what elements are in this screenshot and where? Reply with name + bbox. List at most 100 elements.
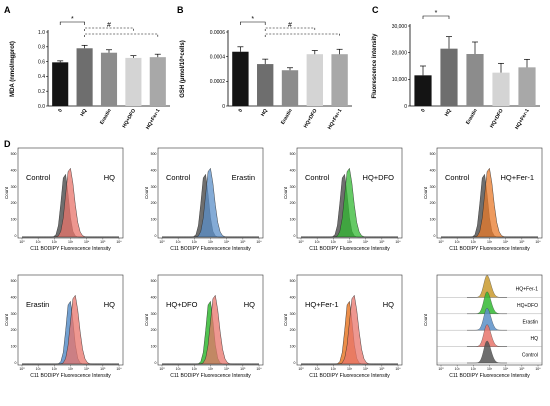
count-tick-label: 100 bbox=[290, 218, 296, 222]
x-tick-label: 10¹ bbox=[315, 240, 321, 244]
x-tick-label: 10⁵ bbox=[100, 240, 106, 244]
right-sample-label: HQ+DFO bbox=[363, 173, 395, 182]
x-tick-label: 10⁴ bbox=[84, 367, 90, 371]
right-sample-label: HQ bbox=[104, 300, 115, 309]
y-tick-label: 0 bbox=[404, 104, 407, 110]
x-tick-label: 10² bbox=[52, 240, 58, 244]
histogram-sample bbox=[441, 167, 538, 238]
x-tick-label: 10³ bbox=[208, 240, 214, 244]
bar bbox=[281, 70, 299, 106]
significance-marker: * bbox=[435, 10, 438, 17]
x-tick-label: 10³ bbox=[208, 367, 214, 371]
x-tick-label: 10² bbox=[192, 367, 198, 371]
x-tick-label: 10⁴ bbox=[363, 367, 369, 371]
category-label: HQ+Fer-1 bbox=[327, 108, 344, 131]
x-tick-label: 10⁰ bbox=[159, 367, 165, 371]
x-tick-label: 10¹ bbox=[315, 367, 321, 371]
y-tick-label: 0.0006 bbox=[210, 30, 226, 36]
panel-letter-a: A bbox=[4, 5, 11, 15]
significance-bracket bbox=[264, 33, 340, 37]
panel-letter-d: D bbox=[4, 139, 11, 149]
histogram-sample bbox=[22, 167, 119, 238]
count-axis-label: Count bbox=[144, 186, 149, 199]
x-tick-label: 10⁵ bbox=[519, 240, 525, 244]
fluorescence-axis-label: C11 BODIPY Fluorescence Intensity bbox=[170, 373, 251, 379]
count-tick-label: 100 bbox=[151, 218, 157, 222]
x-tick-label: 10² bbox=[471, 367, 477, 371]
count-tick-label: 500 bbox=[430, 152, 436, 156]
panel-letter-b: B bbox=[177, 5, 184, 15]
bar bbox=[414, 75, 432, 106]
bar bbox=[331, 54, 348, 106]
x-tick-label: 10⁵ bbox=[519, 367, 525, 371]
stacked-sample-label: HQ+Fer-1 bbox=[516, 287, 539, 293]
count-tick-label: 100 bbox=[151, 345, 157, 349]
count-tick-label: 400 bbox=[11, 295, 17, 299]
stacked-sample-label: Control bbox=[522, 352, 538, 358]
x-tick-label: 10³ bbox=[487, 240, 493, 244]
fluorescence-axis-label: C11 BODIPY Fluorescence Intensity bbox=[309, 373, 390, 379]
x-tick-label: 10⁶ bbox=[535, 240, 541, 244]
histogram-sample bbox=[162, 167, 259, 238]
count-tick-label: 300 bbox=[430, 185, 436, 189]
x-tick-label: 10² bbox=[331, 240, 337, 244]
bar bbox=[466, 54, 484, 106]
fluorescence-axis-label: C11 BODIPY Fluorescence Intensity bbox=[449, 373, 530, 379]
count-tick-label: 400 bbox=[151, 168, 157, 172]
x-tick-label: 10⁰ bbox=[159, 240, 165, 244]
stacked-histogram bbox=[467, 324, 507, 347]
x-tick-label: 10¹ bbox=[455, 240, 461, 244]
right-sample-label: Erastin bbox=[232, 173, 255, 182]
category-label: HQ bbox=[79, 108, 88, 118]
count-tick-label: 400 bbox=[290, 168, 296, 172]
x-tick-label: 10⁵ bbox=[379, 240, 385, 244]
x-tick-label: 10³ bbox=[347, 367, 353, 371]
count-tick-label: 500 bbox=[290, 279, 296, 283]
count-tick-label: 300 bbox=[290, 312, 296, 316]
category-label: 0 bbox=[420, 108, 427, 114]
left-sample-label: HQ+DFO bbox=[166, 300, 198, 309]
y-tick-label: 0.6 bbox=[38, 59, 45, 65]
count-tick-label: 100 bbox=[11, 218, 17, 222]
histogram-sample bbox=[301, 294, 398, 365]
y-tick-label: 0.0 bbox=[38, 104, 45, 110]
count-tick-label: 200 bbox=[430, 201, 436, 205]
x-tick-label: 10⁰ bbox=[19, 367, 25, 371]
x-tick-label: 10⁶ bbox=[116, 240, 122, 244]
count-tick-label: 400 bbox=[290, 295, 296, 299]
fluorescence-axis-label: C11 BODIPY Fluorescence Intensity bbox=[309, 246, 390, 252]
significance-marker: * bbox=[251, 16, 254, 23]
count-tick-label: 0 bbox=[15, 234, 17, 238]
significance-bracket bbox=[59, 21, 85, 25]
bar bbox=[76, 48, 93, 106]
x-tick-label: 10³ bbox=[68, 367, 74, 371]
x-tick-label: 10² bbox=[192, 240, 198, 244]
fluorescence-axis-label: C11 BODIPY Fluorescence Intensity bbox=[30, 246, 111, 252]
count-tick-label: 0 bbox=[294, 234, 296, 238]
left-sample-label: Erastin bbox=[26, 300, 49, 309]
stacked-histogram bbox=[467, 307, 507, 331]
fluorescence-axis-label: C11 BODIPY Fluorescence Intensity bbox=[170, 246, 251, 252]
significance-bracket bbox=[240, 21, 266, 25]
bar-charts: 0.0 0.2 0.4 0.6 0.8 1.0 MDA (nmol/mgprot) 0 HQ Er… bbox=[10, 10, 540, 131]
x-tick-label: 10⁶ bbox=[116, 367, 122, 371]
count-tick-label: 400 bbox=[151, 295, 157, 299]
y-tick-label: 0.0004 bbox=[210, 54, 226, 60]
significance-bracket bbox=[84, 33, 159, 37]
category-label: HQ+Fer-1 bbox=[514, 108, 531, 131]
count-tick-label: 500 bbox=[11, 152, 17, 156]
y-tick-label: 1.0 bbox=[38, 30, 45, 36]
stacked-sample-label: HQ bbox=[531, 336, 539, 342]
x-tick-label: 10⁵ bbox=[240, 240, 246, 244]
x-tick-label: 10⁶ bbox=[256, 240, 262, 244]
y-tick-label: 0.0002 bbox=[210, 79, 226, 85]
bar bbox=[100, 52, 118, 106]
count-axis-label: Count bbox=[144, 313, 149, 326]
y-axis-label: GSH (μmol/10⁶cells) bbox=[180, 40, 186, 97]
x-tick-label: 10⁰ bbox=[438, 240, 444, 244]
category-label: HQ+Fer-1 bbox=[145, 108, 162, 131]
